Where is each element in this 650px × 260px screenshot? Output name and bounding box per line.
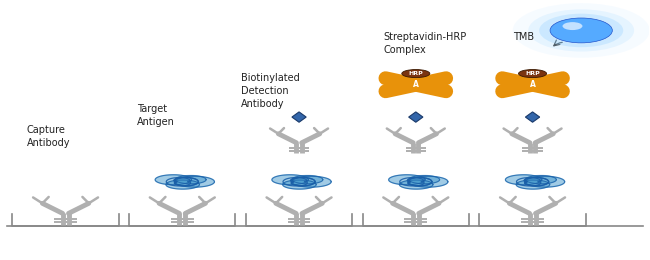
Polygon shape [292,176,323,184]
Polygon shape [166,180,200,189]
Ellipse shape [519,69,547,77]
Circle shape [513,3,650,58]
Ellipse shape [402,69,430,77]
Circle shape [528,9,634,51]
Polygon shape [283,180,316,189]
Polygon shape [176,176,214,187]
Circle shape [550,18,612,43]
Polygon shape [399,180,433,189]
Text: Capture
Antibody: Capture Antibody [27,125,70,148]
Polygon shape [292,112,306,122]
Circle shape [539,14,623,47]
Text: Biotinylated
Detection
Antibody: Biotinylated Detection Antibody [240,73,300,109]
Text: A: A [413,80,419,89]
Text: HRP: HRP [408,71,423,76]
Polygon shape [155,175,192,185]
Polygon shape [272,175,308,185]
Text: HRP: HRP [525,71,540,76]
Text: A: A [530,80,536,89]
Polygon shape [525,176,565,187]
Polygon shape [525,112,540,122]
Text: Streptavidin-HRP
Complex: Streptavidin-HRP Complex [384,32,467,55]
Circle shape [562,22,582,30]
Polygon shape [176,176,206,184]
Polygon shape [526,176,556,184]
Polygon shape [506,175,542,185]
Text: TMB: TMB [513,32,534,42]
Polygon shape [292,176,331,187]
Polygon shape [389,175,425,185]
Text: Target
Antigen: Target Antigen [137,104,175,127]
Polygon shape [516,180,550,189]
Polygon shape [409,176,448,187]
Polygon shape [409,112,423,122]
Polygon shape [409,176,439,184]
